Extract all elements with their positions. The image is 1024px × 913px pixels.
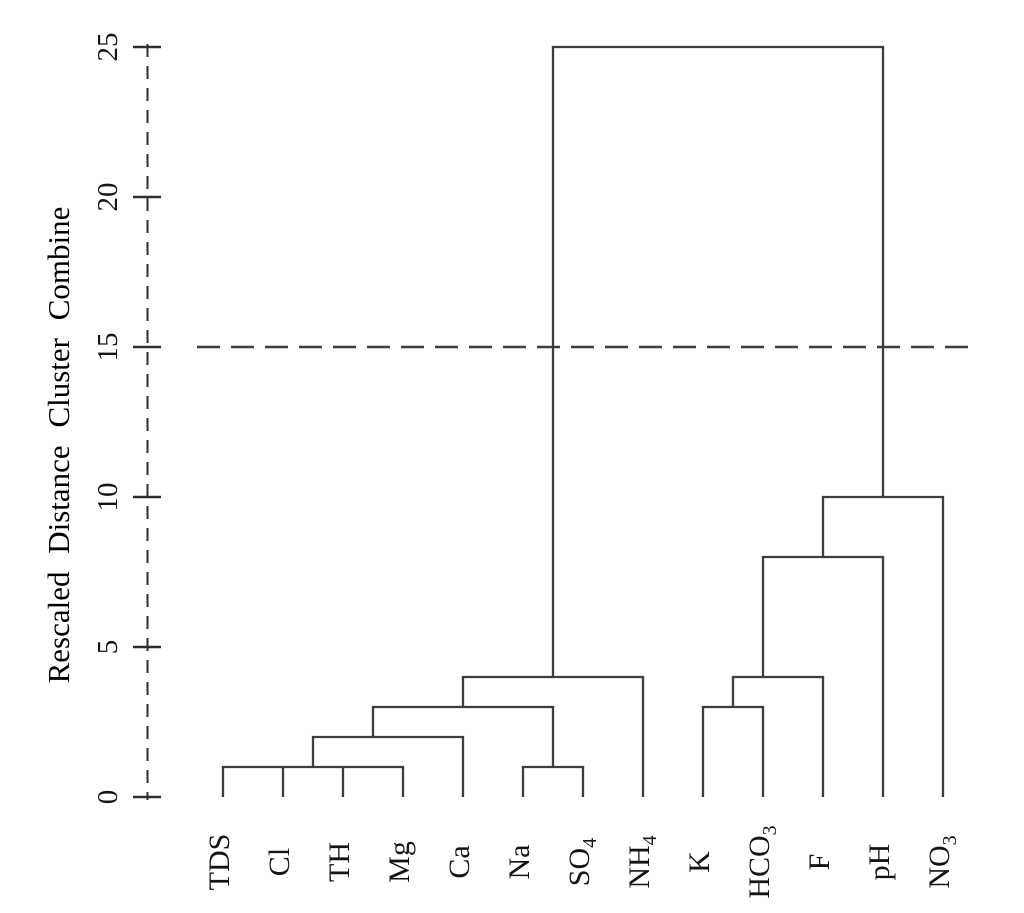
leaf-label-nh4: NH4 [623, 835, 661, 888]
y-axis-tick-label: 20 [92, 183, 124, 212]
y-axis-title: Rescaled Distance Cluster Combine [41, 207, 76, 684]
y-axis-tick-label: 15 [92, 333, 124, 362]
leaf-label-na: Na [503, 845, 536, 880]
leaf-label-tds: TDS [203, 834, 236, 891]
y-axis-tick-label: 5 [92, 640, 124, 655]
leaf-label-th: TH [323, 842, 356, 882]
leaf-label-no3: NO3 [923, 835, 961, 888]
leaf-label-k: K [683, 851, 716, 873]
leaf-label-so4: SO4 [563, 838, 601, 886]
dendrogram-links [221, 45, 945, 797]
y-axis: 0 5 10 15 20 25 [92, 33, 161, 805]
leaf-label-ca: Ca [443, 845, 476, 878]
leaf-label-ph: pH [863, 844, 896, 881]
leaf-label-hco3: HCO3 [743, 825, 781, 898]
leaf-label-mg: Mg [383, 841, 416, 883]
y-axis-tick-label: 25 [92, 33, 124, 62]
leaf-labels: TDS Cl TH Mg Ca Na SO4 NH4 K HCO3 F pH NO3 [203, 825, 961, 898]
leaf-label-cl: Cl [263, 848, 296, 876]
y-axis-tick-label: 10 [92, 483, 124, 512]
leaf-label-f: F [803, 854, 836, 871]
y-axis-tick-label: 0 [92, 790, 124, 805]
